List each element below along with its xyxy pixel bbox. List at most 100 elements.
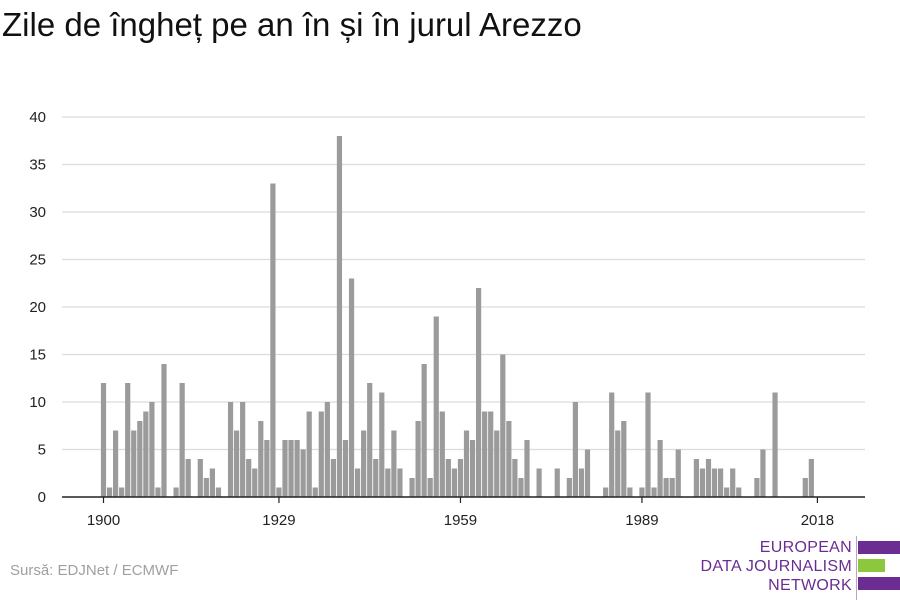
y-tick-label: 25 bbox=[29, 252, 46, 269]
bar-1919 bbox=[215, 487, 222, 497]
bar-1953 bbox=[421, 364, 427, 497]
x-tick-label: 2018 bbox=[801, 512, 834, 529]
bar-1930 bbox=[282, 440, 288, 497]
logo-text-line-2: DATA JOURNALISM bbox=[700, 558, 852, 575]
bar-1990 bbox=[645, 392, 651, 497]
gridlines bbox=[62, 116, 865, 451]
bar-1923 bbox=[240, 402, 246, 497]
bar-1912 bbox=[173, 487, 179, 497]
bar-1954 bbox=[427, 478, 433, 497]
bar-1983 bbox=[603, 487, 609, 497]
bar-1958 bbox=[451, 468, 457, 497]
bar-1925 bbox=[252, 468, 258, 497]
y-tick-label: 5 bbox=[38, 442, 46, 459]
x-tick-label: 1959 bbox=[444, 512, 477, 529]
bar-1946 bbox=[379, 392, 385, 497]
bar-2005 bbox=[736, 487, 742, 497]
bar-1998 bbox=[693, 459, 699, 497]
y-tick-label: 0 bbox=[38, 489, 46, 506]
bar-1963 bbox=[482, 411, 488, 497]
bar-1933 bbox=[300, 449, 306, 497]
bar-1917 bbox=[203, 478, 209, 497]
logo-text-line-1: EUROPEAN bbox=[759, 539, 852, 556]
bar-1991 bbox=[651, 487, 657, 497]
bar-1961 bbox=[469, 440, 476, 497]
bar-1969 bbox=[518, 478, 524, 497]
logo-text-line-3: NETWORK bbox=[768, 577, 852, 594]
bar-1904 bbox=[125, 383, 131, 497]
bar-1922 bbox=[234, 430, 240, 497]
bar-1937 bbox=[324, 402, 330, 497]
bar-1927 bbox=[264, 440, 270, 497]
bar-1989 bbox=[639, 487, 645, 497]
chart-title: Zile de îngheț pe an în și în jurul Arez… bbox=[2, 6, 582, 43]
bar-1936 bbox=[318, 411, 324, 497]
bar-1905 bbox=[131, 430, 137, 497]
bar-1910 bbox=[161, 364, 167, 497]
bar-1957 bbox=[445, 459, 451, 497]
bar-2011 bbox=[772, 392, 778, 497]
bar-1907 bbox=[143, 411, 149, 497]
bar-1977 bbox=[566, 478, 572, 497]
bar-1984 bbox=[609, 392, 615, 497]
bar-1902 bbox=[113, 430, 119, 497]
bar-1966 bbox=[500, 354, 506, 497]
bar-2004 bbox=[730, 468, 736, 497]
bar-1903 bbox=[119, 487, 125, 497]
bar-2009 bbox=[760, 449, 766, 497]
bar-1921 bbox=[227, 402, 234, 497]
bar-1975 bbox=[554, 468, 560, 497]
x-tick-label: 1900 bbox=[87, 512, 120, 529]
bar-1993 bbox=[663, 478, 669, 497]
bar-1978 bbox=[572, 402, 578, 497]
bar-1986 bbox=[621, 421, 627, 497]
bar-1965 bbox=[494, 430, 500, 497]
bar-1956 bbox=[439, 411, 445, 497]
bar-1901 bbox=[106, 487, 113, 497]
bar-1968 bbox=[512, 459, 518, 497]
bar-1972 bbox=[536, 468, 542, 497]
y-tick-label: 35 bbox=[29, 157, 46, 174]
bar-2017 bbox=[808, 459, 814, 497]
bar-2002 bbox=[718, 468, 724, 497]
bars bbox=[100, 136, 814, 497]
bar-1939 bbox=[336, 136, 343, 497]
bar-1985 bbox=[615, 430, 621, 497]
bar-1935 bbox=[312, 487, 318, 497]
bar-1900 bbox=[100, 383, 107, 497]
bar-1948 bbox=[391, 430, 397, 497]
y-tick-label: 40 bbox=[29, 109, 46, 126]
bar-1934 bbox=[306, 411, 312, 497]
bar-1909 bbox=[155, 487, 161, 497]
bar-1932 bbox=[294, 440, 300, 497]
bar-1951 bbox=[409, 478, 415, 497]
bar-1908 bbox=[149, 402, 155, 497]
logo-bar-green bbox=[858, 559, 885, 572]
edjnet-logo[interactable]: EUROPEAN DATA JOURNALISM NETWORK bbox=[700, 536, 900, 600]
bar-1914 bbox=[185, 459, 191, 497]
y-tick-label: 20 bbox=[29, 299, 46, 316]
bar-1967 bbox=[506, 421, 512, 497]
logo-bar-purple-top bbox=[858, 541, 900, 554]
bar-1943 bbox=[361, 430, 367, 497]
bar-1979 bbox=[578, 468, 585, 497]
bar-1941 bbox=[348, 278, 355, 497]
axes: 0 5 10 15 20 25 30 35 40 1900 1929 1959 1989 2018 bbox=[29, 109, 865, 529]
bar-1994 bbox=[669, 478, 675, 497]
bar-1955 bbox=[433, 316, 439, 497]
x-tick-label: 1929 bbox=[262, 512, 295, 529]
bar-1913 bbox=[179, 383, 185, 497]
bar-1929 bbox=[276, 487, 282, 497]
bar-1931 bbox=[288, 440, 294, 497]
bar-1949 bbox=[397, 468, 403, 497]
bar-2016 bbox=[802, 478, 808, 497]
bar-1906 bbox=[137, 421, 143, 497]
y-tick-label: 10 bbox=[29, 394, 46, 411]
bar-1947 bbox=[385, 468, 391, 497]
bar-1970 bbox=[524, 440, 530, 497]
bar-1995 bbox=[675, 449, 681, 497]
bar-1952 bbox=[415, 421, 421, 497]
bar-1918 bbox=[209, 468, 215, 497]
bar-1945 bbox=[373, 459, 379, 497]
bar-1926 bbox=[258, 421, 264, 497]
